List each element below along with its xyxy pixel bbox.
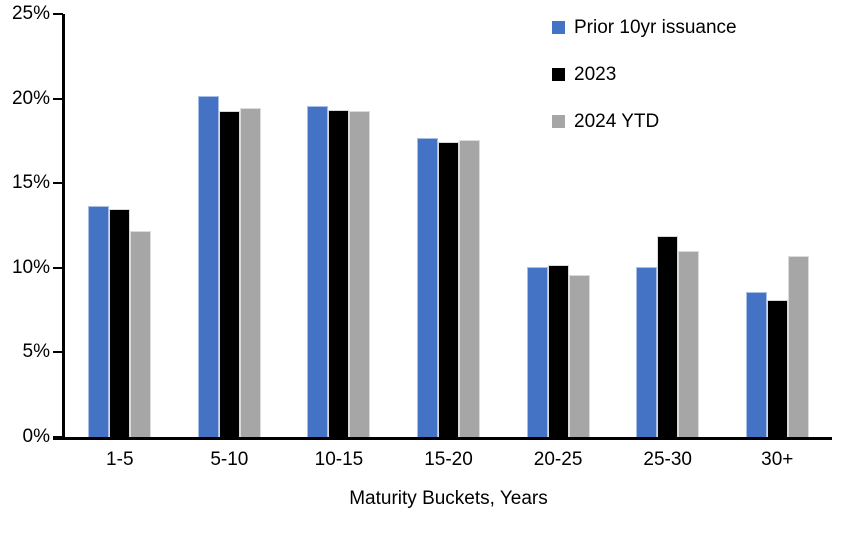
bar-2023-5-10 xyxy=(218,111,240,437)
legend-label: Prior 10yr issuance xyxy=(574,17,737,38)
x-tick-label: 25-30 xyxy=(643,449,692,470)
y-tick-mark xyxy=(53,182,63,185)
bar-2023-10-15 xyxy=(328,109,350,437)
x-tick-label: 20-25 xyxy=(533,449,583,470)
bar-2024-ytd-1-5 xyxy=(130,231,152,437)
y-tick-label: 10% xyxy=(11,256,50,278)
x-tick-label: 30+ xyxy=(761,449,794,470)
legend-label: 2024 YTD xyxy=(574,111,660,132)
bar-prior-10yr-issuance-5-10 xyxy=(197,96,219,437)
legend: Prior 10yr issuance 2023 2024 YTD xyxy=(552,14,737,155)
plot-area xyxy=(65,15,832,437)
bar-2024-ytd-30+ xyxy=(787,256,809,437)
y-axis-line xyxy=(62,14,65,440)
x-axis-tick-labels: 1-5 5-10 10-15 15-20 20-25 25-30 30+ xyxy=(65,449,832,471)
y-tick-label: 25% xyxy=(11,3,50,24)
y-tick-label: 15% xyxy=(11,172,50,194)
bar-prior-10yr-issuance-15-20 xyxy=(417,138,439,437)
legend-item-2023: 2023 xyxy=(552,61,737,88)
legend-item-prior-10yr-issuance: Prior 10yr issuance xyxy=(552,14,737,41)
bar-2023-15-20 xyxy=(438,141,460,437)
x-axis-line xyxy=(53,437,832,440)
bar-prior-10yr-issuance-30+ xyxy=(745,291,767,437)
y-tick-label: 20% xyxy=(11,87,50,109)
x-axis-title: Maturity Buckets, Years xyxy=(349,488,548,509)
bar-2023-25-30 xyxy=(657,236,679,437)
bar-group-15-20 xyxy=(394,15,504,437)
legend-swatch-gray-icon xyxy=(552,115,565,128)
legend-label: 2023 xyxy=(574,64,617,85)
bar-prior-10yr-issuance-10-15 xyxy=(307,106,329,437)
bar-prior-10yr-issuance-1-5 xyxy=(88,205,110,437)
bar-2024-ytd-5-10 xyxy=(239,107,261,437)
legend-item-2024-ytd: 2024 YTD xyxy=(552,108,737,135)
y-tick-mark xyxy=(53,13,63,15)
x-tick-label: 15-20 xyxy=(424,449,473,470)
bar-group-20-25 xyxy=(503,15,613,437)
x-tick-label: 1-5 xyxy=(106,449,134,470)
bar-group-5-10 xyxy=(175,15,285,437)
bar-groups xyxy=(65,15,832,437)
bar-prior-10yr-issuance-25-30 xyxy=(636,266,658,437)
bar-2024-ytd-10-15 xyxy=(349,111,371,437)
bar-group-30+ xyxy=(722,15,832,437)
bar-2023-1-5 xyxy=(109,209,131,437)
y-tick-label: 5% xyxy=(22,341,50,363)
y-tick-label: 0% xyxy=(22,426,50,447)
bar-2023-30+ xyxy=(766,300,788,437)
y-tick-mark xyxy=(53,97,63,100)
legend-swatch-black-icon xyxy=(552,68,565,81)
x-tick-label: 10-15 xyxy=(314,449,364,470)
y-tick-mark xyxy=(53,351,63,354)
bar-group-1-5 xyxy=(65,15,175,437)
bar-group-25-30 xyxy=(613,15,723,437)
legend-swatch-blue-icon xyxy=(552,21,565,34)
y-tick-mark xyxy=(53,266,63,269)
bar-2024-ytd-20-25 xyxy=(568,274,590,437)
x-tick-label: 5-10 xyxy=(210,449,249,470)
bar-prior-10yr-issuance-20-25 xyxy=(526,266,548,437)
bar-group-10-15 xyxy=(284,15,394,437)
bar-2024-ytd-15-20 xyxy=(459,139,481,437)
bar-2024-ytd-25-30 xyxy=(678,251,700,437)
bar-2023-20-25 xyxy=(547,264,569,437)
y-axis-tick-labels: 0% 5% 10% 15% 20% 25% xyxy=(0,0,50,460)
